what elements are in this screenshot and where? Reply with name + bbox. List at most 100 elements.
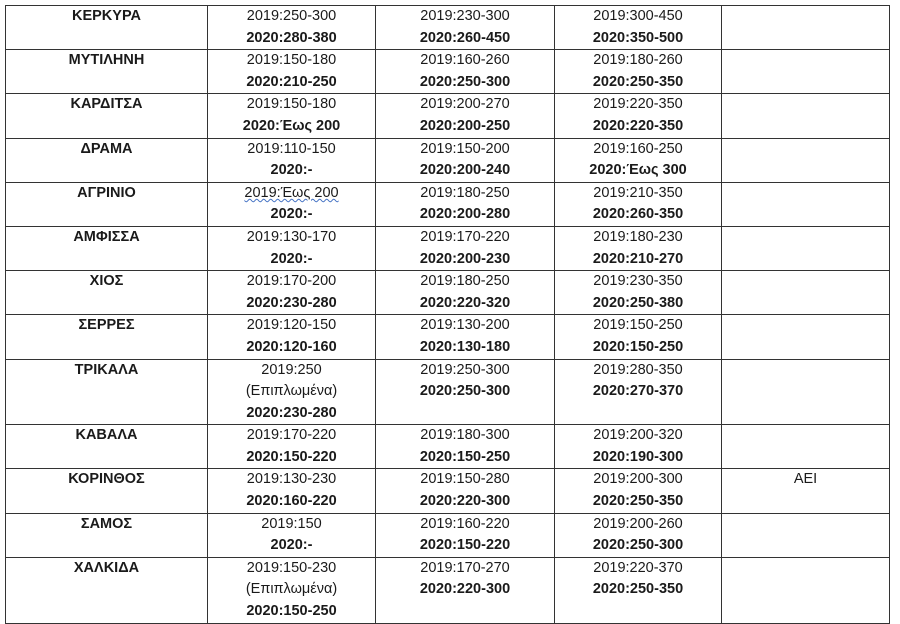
price-text: 2019:170-220 — [246, 427, 337, 444]
price-2019: 2019:180-260 — [555, 50, 721, 72]
price-text: 2020:130-180 — [419, 338, 511, 355]
price-2019: 2019:250-300 — [208, 6, 375, 28]
price-cell: 2019:150 2020:- — [207, 512, 376, 558]
price-text: 2020:200-240 — [419, 162, 511, 179]
price-2019: 2019:150-200 — [376, 139, 554, 161]
price-text: 2019:180-250 — [420, 273, 510, 290]
price-text: 2020:210-270 — [592, 250, 684, 267]
price-2019: 2019:170-270 — [376, 558, 554, 580]
price-text: 2020:260-450 — [419, 29, 511, 46]
price-2020: 2020:220-300 — [376, 491, 554, 513]
price-2020: 2020:200-280 — [376, 204, 554, 226]
price-text: 2020:270-370 — [592, 383, 684, 400]
city-cell: ΚΕΡΚΥΡΑ — [5, 4, 208, 51]
price-2020: 2020:200-230 — [376, 249, 554, 271]
table-row: ΣΕΡΡΕΣ 2019:120-150 2020:120-160 2019:130-2… — [5, 314, 890, 360]
price-text: 2020:150-250 — [246, 603, 337, 620]
price-text: 2019:170-200 — [246, 273, 337, 290]
price-2019: 2019:Έως 200 — [208, 183, 375, 205]
price-text: 2020:220-350 — [592, 117, 684, 134]
price-2020: 2020:130-180 — [376, 337, 554, 359]
price-text: 2019:250-300 — [246, 8, 337, 24]
price-2019: 2019:160-220 — [376, 514, 554, 536]
price-text: 2020:190-300 — [592, 448, 684, 465]
price-2019: 2019:170-220 — [208, 425, 375, 447]
price-text: 2019:200-320 — [593, 427, 683, 444]
price-2019: 2019:220-370 — [555, 558, 721, 580]
price-2020: 2020:- — [208, 160, 375, 182]
price-text: 2019:180-250 — [420, 184, 510, 201]
price-cell: 2019:250 (Επιπλωμένα) 2020:230-280 — [207, 358, 376, 426]
price-text: 2020:250-380 — [592, 294, 684, 311]
price-text: 2020:Έως 300 — [589, 162, 687, 179]
price-2019: 2019:150-230 — [208, 558, 375, 580]
price-cell: 2019:250-300 2020:250-300 — [375, 358, 555, 426]
price-2019: 2019:160-260 — [376, 50, 554, 72]
price-text: 2020:Έως 200 — [242, 117, 341, 134]
price-cell: 2019:220-350 2020:220-350 — [554, 93, 722, 139]
price-text: 2020:230-280 — [246, 294, 337, 311]
city-cell: ΑΜΦΙΣΣΑ — [5, 225, 208, 272]
price-2019: 2019:280-350 — [555, 360, 721, 382]
price-2019: 2019:150-180 — [208, 50, 375, 72]
note-cell — [721, 556, 890, 624]
price-text: 2020:150-250 — [419, 448, 511, 465]
price-2020: 2020:280-380 — [208, 28, 375, 50]
price-text: 2019:150 — [261, 515, 322, 532]
table-row: ΧΙΟΣ 2019:170-200 2020:230-280 2019:180-250… — [5, 270, 890, 316]
table-row: ΑΓΡΙΝΙΟ 2019:Έως 200 2020:- 2019:180-250 202… — [5, 181, 890, 227]
note-cell — [721, 4, 890, 51]
price-cell: 2019:130-170 2020:- — [207, 225, 376, 272]
note-cell — [721, 424, 890, 470]
price-text: 2019:110-150 — [247, 140, 336, 157]
price-cell: 2019:Έως 200 2020:- — [207, 181, 376, 227]
price-text: 2020:200-250 — [419, 117, 511, 134]
price-text: 2019:150-200 — [420, 140, 510, 157]
price-cell: 2019:150-280 2020:220-300 — [375, 468, 555, 514]
price-text: 2020:150-220 — [246, 448, 337, 465]
price-text: 2020:200-230 — [419, 250, 511, 267]
price-cell: 2019:220-370 2020:250-350 — [554, 556, 722, 624]
price-2019: 2019:220-350 — [555, 94, 721, 116]
note-cell — [721, 512, 890, 558]
price-2019: 2019:230-300 — [376, 6, 554, 28]
price-2019: 2019:170-200 — [208, 271, 375, 293]
table-row: ΚΕΡΚΥΡΑ 2019:250-300 2020:280-380 2019:230-… — [5, 4, 890, 51]
price-text: 2019:200-260 — [593, 515, 683, 532]
table-row: ΚΟΡΙΝΘΟΣ 2019:130-230 2020:160-220 2019:150… — [5, 468, 890, 514]
note-cell — [721, 270, 890, 316]
price-text: 2020:250-350 — [592, 493, 684, 510]
price-text: 2019:160-220 — [420, 515, 510, 532]
price-2019: 2019:200-300 — [555, 469, 721, 491]
price-2019: 2019:160-250 — [555, 139, 721, 161]
price-2020: 2020:220-350 — [555, 116, 721, 138]
price-text: 2019:300-450 — [593, 8, 683, 24]
city-cell: ΚΟΡΙΝΘΟΣ — [5, 468, 208, 514]
price-2020: 2020:190-300 — [555, 447, 721, 469]
note-cell — [721, 93, 890, 139]
price-text: 2019:160-250 — [593, 140, 683, 157]
note-cell — [721, 49, 890, 95]
price-text: 2020:- — [270, 250, 313, 267]
price-cell: 2019:150-200 2020:200-240 — [375, 137, 555, 183]
table-row: ΚΑΒΑΛΑ 2019:170-220 2020:150-220 2019:180-3… — [5, 424, 890, 470]
price-text: 2020:220-300 — [419, 581, 511, 598]
price-text: 2020:250-350 — [592, 581, 684, 598]
price-text: 2020:280-380 — [246, 29, 337, 46]
city-cell: ΚΑΡΔΙΤΣΑ — [5, 93, 208, 139]
price-2020: 2020:210-270 — [555, 249, 721, 271]
price-text: 2020:- — [270, 162, 313, 179]
city-cell: ΜΥΤΙΛΗΝΗ — [5, 49, 208, 95]
price-2020: 2020:220-300 — [376, 579, 554, 601]
price-text: (Επιπλωμένα) — [245, 581, 338, 598]
price-text: 2020:220-300 — [419, 493, 511, 510]
price-cell: 2019:160-250 2020:Έως 300 — [554, 137, 722, 183]
price-text: 2020:160-220 — [246, 493, 337, 510]
price-cell: 2019:230-300 2020:260-450 — [375, 4, 555, 51]
table-row: ΑΜΦΙΣΣΑ 2019:130-170 2020:- 2019:170-220 202… — [5, 225, 890, 272]
price-2020: 2020:250-380 — [555, 293, 721, 315]
price-2019: 2019:120-150 — [208, 315, 375, 337]
price-2019: 2019:250-300 — [376, 360, 554, 382]
price-2019: 2019:230-350 — [555, 271, 721, 293]
price-2019: 2019:150-280 — [376, 469, 554, 491]
